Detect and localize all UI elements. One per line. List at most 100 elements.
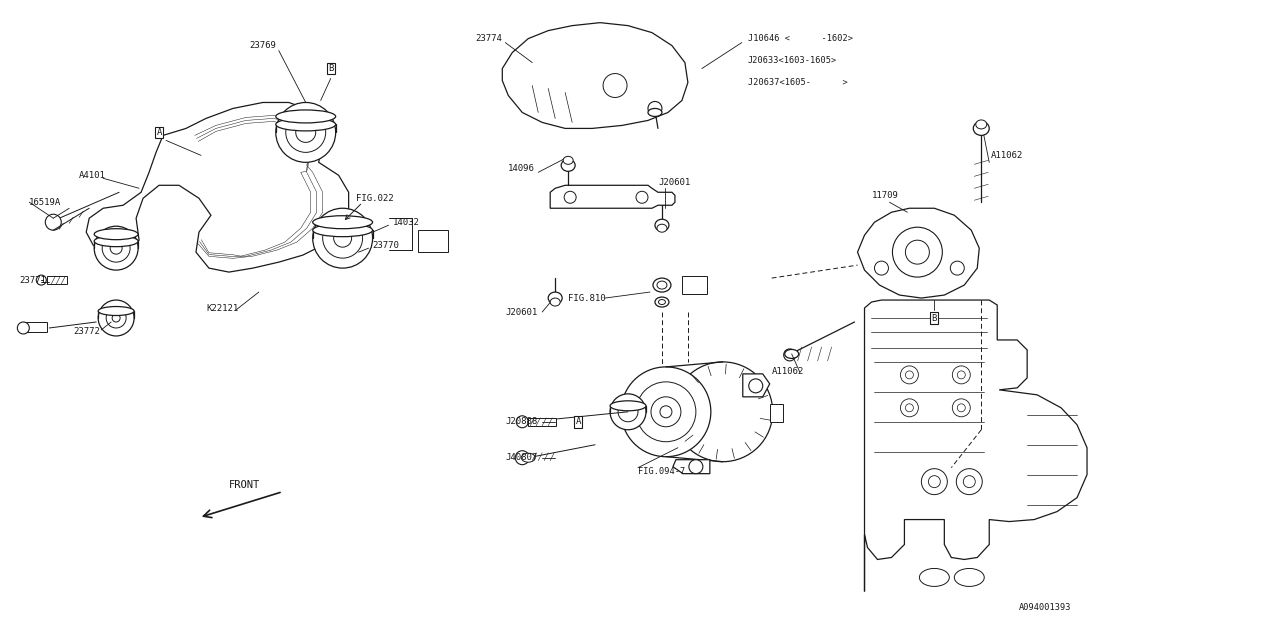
Circle shape	[110, 242, 122, 254]
Circle shape	[516, 451, 529, 465]
Circle shape	[957, 404, 965, 412]
Text: J40807: J40807	[506, 453, 538, 462]
Circle shape	[99, 300, 134, 336]
Ellipse shape	[312, 216, 372, 228]
Text: A11062: A11062	[772, 367, 804, 376]
Circle shape	[621, 367, 710, 457]
Circle shape	[957, 371, 965, 379]
Circle shape	[783, 349, 796, 361]
Text: FRONT: FRONT	[229, 479, 260, 490]
Circle shape	[928, 476, 941, 488]
Text: A: A	[156, 128, 161, 137]
Circle shape	[296, 122, 316, 142]
Circle shape	[95, 226, 138, 270]
Polygon shape	[858, 208, 979, 298]
Circle shape	[618, 402, 637, 422]
Ellipse shape	[95, 228, 138, 239]
Circle shape	[964, 476, 975, 488]
Circle shape	[516, 416, 529, 428]
Bar	[47, 276, 68, 284]
Circle shape	[636, 382, 696, 442]
Ellipse shape	[95, 236, 138, 246]
Circle shape	[900, 366, 918, 384]
Text: A: A	[576, 417, 581, 426]
Circle shape	[285, 113, 325, 152]
Circle shape	[952, 366, 970, 384]
Circle shape	[905, 371, 914, 379]
Text: J20601: J20601	[506, 307, 538, 317]
Bar	[529, 418, 557, 426]
Ellipse shape	[657, 281, 667, 289]
Circle shape	[323, 218, 362, 258]
Text: K22121: K22121	[206, 303, 238, 312]
Ellipse shape	[275, 118, 335, 131]
Polygon shape	[673, 460, 710, 474]
Ellipse shape	[655, 220, 669, 231]
Polygon shape	[769, 404, 782, 422]
Circle shape	[900, 399, 918, 417]
Bar	[419, 230, 448, 252]
Ellipse shape	[99, 307, 134, 316]
Ellipse shape	[563, 156, 573, 164]
Circle shape	[563, 161, 573, 170]
Ellipse shape	[275, 110, 335, 123]
Circle shape	[950, 261, 964, 275]
Polygon shape	[550, 186, 675, 208]
Text: B: B	[932, 314, 937, 323]
Circle shape	[113, 314, 120, 322]
Text: 23772: 23772	[73, 328, 100, 337]
Circle shape	[312, 208, 372, 268]
Circle shape	[673, 362, 773, 461]
Circle shape	[874, 261, 888, 275]
Ellipse shape	[955, 568, 984, 586]
Circle shape	[102, 234, 131, 262]
Text: J20637<1605-      >: J20637<1605- >	[748, 78, 847, 87]
Circle shape	[636, 191, 648, 204]
Circle shape	[905, 404, 914, 412]
Circle shape	[749, 379, 763, 393]
Circle shape	[892, 227, 942, 277]
Text: 16519A: 16519A	[29, 198, 61, 207]
Ellipse shape	[655, 297, 669, 307]
Ellipse shape	[975, 120, 987, 129]
Text: J10646 <      -1602>: J10646 < -1602>	[748, 34, 852, 43]
Ellipse shape	[658, 300, 666, 305]
Circle shape	[106, 308, 127, 328]
Polygon shape	[502, 22, 687, 129]
Circle shape	[689, 460, 703, 474]
Circle shape	[611, 394, 646, 430]
Text: 14096: 14096	[508, 164, 535, 173]
Text: 23769: 23769	[248, 41, 275, 50]
Ellipse shape	[785, 349, 799, 358]
Circle shape	[652, 397, 681, 427]
Text: J20888: J20888	[506, 417, 538, 426]
Ellipse shape	[561, 159, 575, 172]
Circle shape	[648, 102, 662, 115]
Circle shape	[660, 406, 672, 418]
Text: J20601: J20601	[658, 178, 690, 187]
Polygon shape	[864, 300, 1087, 591]
Text: 23770: 23770	[372, 241, 399, 250]
Text: A11062: A11062	[991, 151, 1024, 160]
Text: A4101: A4101	[79, 171, 106, 180]
Circle shape	[922, 468, 947, 495]
Circle shape	[45, 214, 61, 230]
Polygon shape	[742, 374, 769, 397]
Text: 14032: 14032	[393, 218, 420, 227]
Text: FIG.094-7: FIG.094-7	[637, 467, 685, 476]
Bar	[23, 322, 47, 332]
Circle shape	[603, 74, 627, 97]
Text: FIG.810: FIG.810	[568, 294, 605, 303]
Ellipse shape	[657, 224, 667, 232]
Text: 23771: 23771	[19, 276, 46, 285]
Circle shape	[334, 229, 352, 247]
Ellipse shape	[548, 292, 562, 304]
Circle shape	[36, 275, 46, 285]
Text: 11709: 11709	[872, 191, 899, 200]
Text: J20633<1603-1605>: J20633<1603-1605>	[748, 56, 837, 65]
Circle shape	[18, 322, 29, 334]
Circle shape	[956, 468, 982, 495]
Ellipse shape	[611, 401, 646, 411]
Circle shape	[564, 191, 576, 204]
Circle shape	[952, 399, 970, 417]
